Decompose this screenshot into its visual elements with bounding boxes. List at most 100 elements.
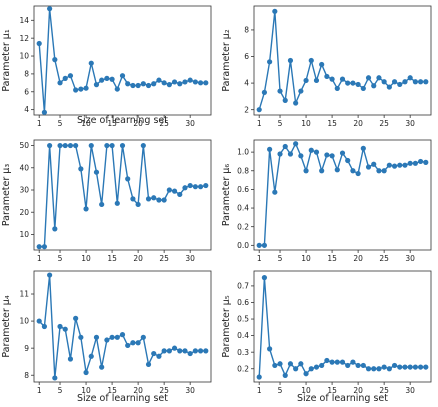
- data-point: [114, 200, 120, 206]
- y-tick-label: 40: [19, 163, 29, 172]
- data-point: [203, 80, 209, 86]
- data-point: [287, 151, 294, 157]
- data-point: [182, 348, 188, 354]
- data-point: [287, 361, 294, 367]
- data-point: [371, 83, 377, 89]
- x-tick-label: 1: [257, 386, 262, 395]
- plot-area-frame: [33, 5, 212, 116]
- y-tick-label: 1.0: [237, 148, 249, 157]
- data-point: [345, 80, 351, 86]
- y-tick-label: 0.0: [237, 241, 249, 250]
- data-point: [73, 87, 79, 93]
- data-point: [256, 107, 262, 113]
- y-tick-label: 0.3: [237, 348, 249, 357]
- data-point: [151, 350, 157, 357]
- data-point: [104, 75, 110, 81]
- y-tick-label: 0.6: [237, 298, 249, 307]
- plot-area-frame: [33, 270, 212, 383]
- x-tick-label: 20: [353, 386, 363, 395]
- y-tick-label: 8: [24, 371, 29, 380]
- data-point: [119, 142, 126, 149]
- data-point: [313, 364, 320, 370]
- data-point: [386, 162, 392, 168]
- data-point: [130, 196, 136, 202]
- data-point: [78, 166, 84, 172]
- data-point: [47, 142, 53, 149]
- x-tick-label: 20: [353, 119, 363, 128]
- data-point: [36, 40, 42, 47]
- x-tick-label: 5: [278, 119, 283, 128]
- data-point: [83, 206, 89, 212]
- data-point: [339, 359, 346, 365]
- data-point: [261, 89, 268, 96]
- data-point: [355, 362, 361, 369]
- data-point: [171, 79, 178, 85]
- data-point: [99, 77, 105, 83]
- y-tick-label: 4: [244, 79, 249, 88]
- data-point: [182, 185, 188, 191]
- data-point: [391, 362, 398, 369]
- plot-area-frame: [33, 139, 212, 251]
- data-point: [88, 353, 94, 359]
- data-point: [407, 75, 413, 81]
- series-line: [38, 8, 206, 113]
- data-point: [319, 362, 325, 369]
- x-tick-label: 25: [159, 119, 169, 128]
- data-point: [397, 162, 403, 168]
- x-tick-label: 25: [159, 386, 169, 395]
- data-point: [371, 161, 377, 167]
- data-point: [376, 75, 382, 81]
- data-point: [350, 80, 356, 86]
- chart-panel-6: 1 5 10 15 20 25 300.20.30.40.50.60.7Parameter …: [221, 270, 432, 404]
- y-axis-label: Parameter μ₂: [221, 29, 232, 91]
- data-point: [62, 75, 68, 81]
- data-point: [161, 348, 167, 354]
- data-point: [360, 362, 366, 369]
- data-point: [303, 168, 309, 174]
- x-tick-label: 30: [405, 386, 415, 395]
- data-point: [319, 168, 325, 174]
- y-tick-label: 10: [19, 52, 29, 61]
- data-point: [324, 73, 330, 80]
- data-point: [308, 147, 314, 153]
- y-tick-label: 0.4: [237, 204, 249, 213]
- x-tick-label: 15: [327, 119, 337, 128]
- data-point: [192, 348, 198, 354]
- data-point: [391, 163, 398, 169]
- data-point: [93, 169, 100, 175]
- data-point: [135, 82, 141, 89]
- data-point: [293, 100, 299, 106]
- x-tick-label: 25: [379, 254, 389, 263]
- data-point: [140, 81, 146, 87]
- x-tick-label: 15: [327, 386, 337, 395]
- data-point: [125, 81, 131, 87]
- data-point: [329, 76, 335, 82]
- data-point: [192, 79, 198, 85]
- y-tick-label: 11: [19, 290, 29, 299]
- data-point: [345, 157, 351, 164]
- data-point: [267, 346, 273, 352]
- data-point: [293, 366, 299, 372]
- data-point: [187, 182, 193, 189]
- y-tick-label: 2: [244, 105, 249, 114]
- y-tick-label: 14: [19, 16, 29, 25]
- data-point: [381, 364, 387, 370]
- data-point: [256, 242, 262, 248]
- x-tick-label: 10: [81, 254, 91, 263]
- data-point: [135, 340, 141, 346]
- x-tick-label: 30: [185, 254, 195, 263]
- data-point: [47, 6, 53, 12]
- data-point: [161, 80, 167, 86]
- data-point: [88, 142, 94, 149]
- data-point: [423, 364, 429, 370]
- x-tick-label: 1: [257, 254, 262, 263]
- data-point: [308, 57, 314, 64]
- data-point: [329, 153, 335, 159]
- data-point: [423, 159, 429, 165]
- data-point: [187, 350, 193, 357]
- series-line: [259, 142, 426, 247]
- y-tick-label: 50: [19, 141, 29, 150]
- data-point: [272, 362, 278, 369]
- data-point: [73, 315, 79, 321]
